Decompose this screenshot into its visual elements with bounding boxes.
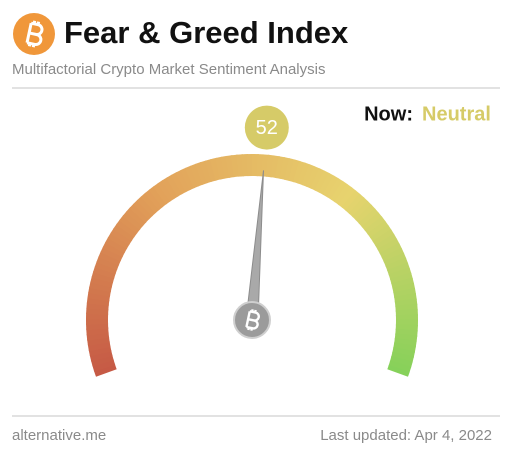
hub-logo (245, 309, 260, 331)
source: alternative.me (12, 427, 106, 444)
hub-glyph (245, 309, 260, 331)
chart-title: Fear & Greed Index (64, 15, 349, 50)
logo-glyph (25, 20, 44, 48)
subtitle: Multifactorial Crypto Market Sentiment A… (12, 61, 325, 78)
value-label: 52 (256, 117, 278, 139)
gauge: 52 (86, 105, 418, 377)
classification: Neutral (422, 103, 491, 125)
bitcoin-logo (13, 13, 55, 55)
now-label: Now: (364, 103, 413, 125)
gauge-band (387, 364, 410, 377)
last-updated: Last updated: Apr 4, 2022 (320, 427, 492, 444)
value-bubble (244, 105, 289, 150)
